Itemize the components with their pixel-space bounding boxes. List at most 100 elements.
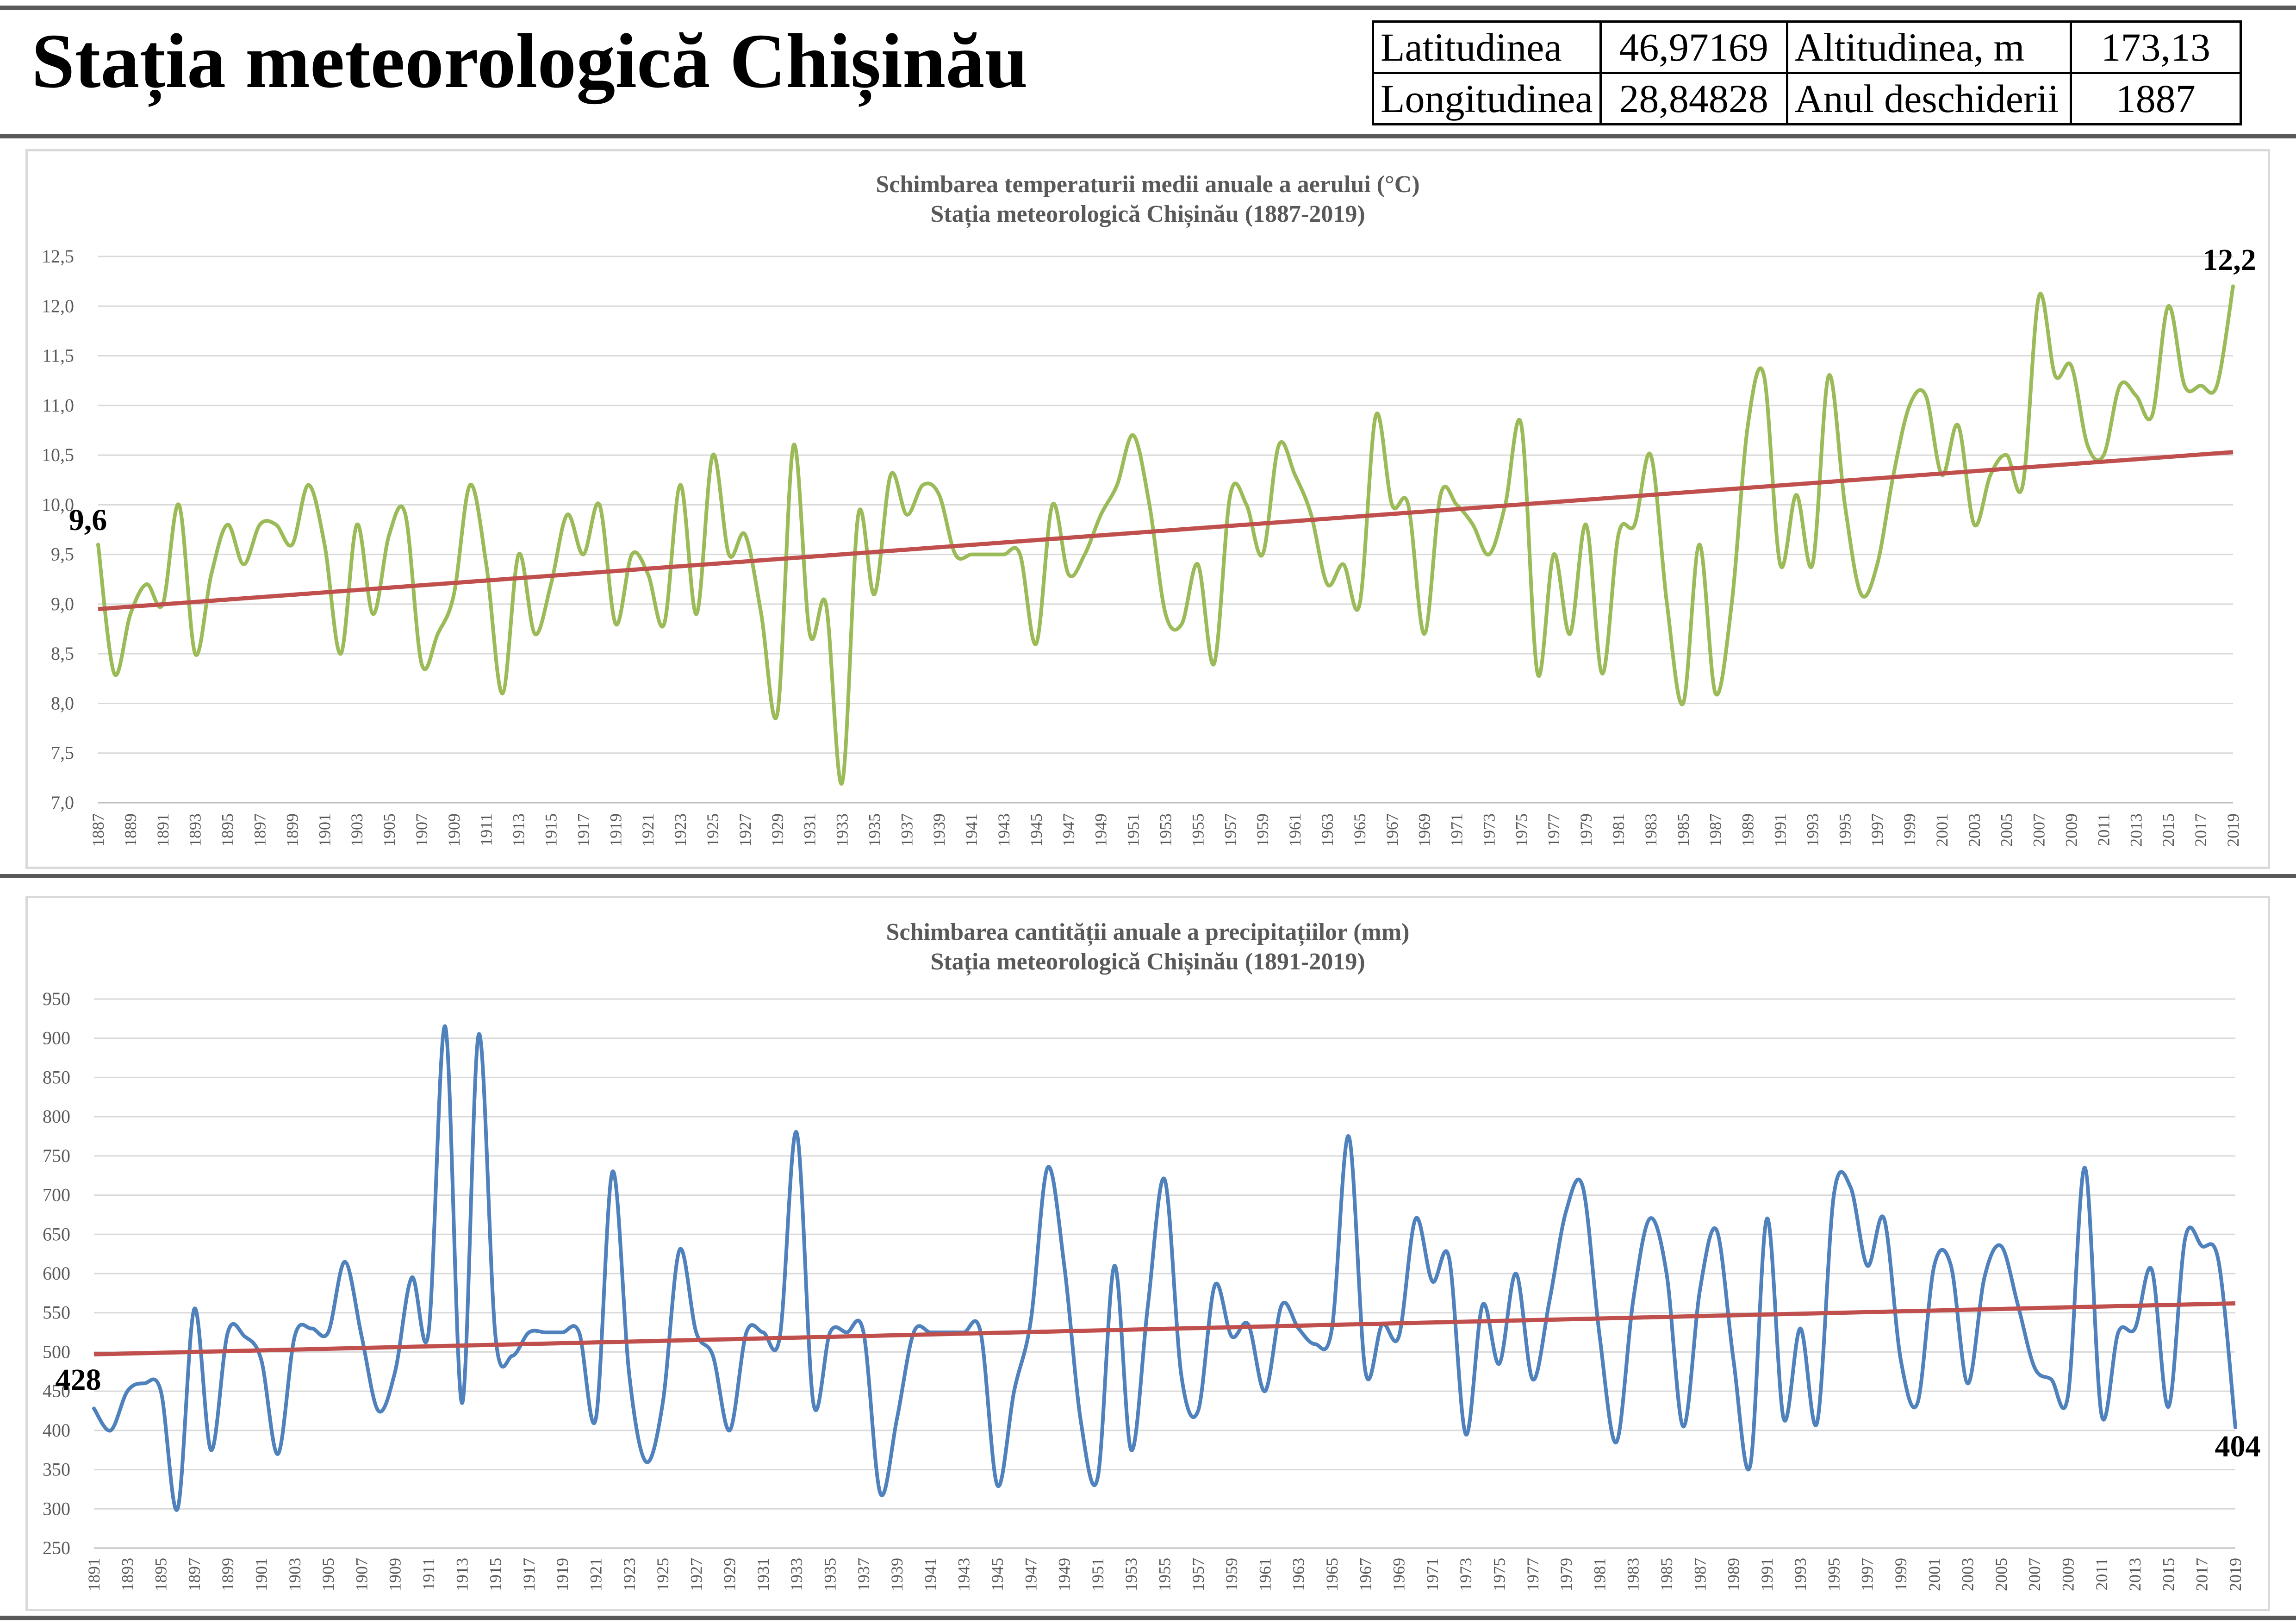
- x-tick-label: 1899: [218, 1558, 237, 1591]
- page-title: Stația meteorologică Chișinău: [31, 18, 1028, 104]
- x-tick-label: 1985: [1657, 1558, 1676, 1591]
- precipitation-chart-panel: Schimbarea cantității anuale a precipita…: [25, 896, 2270, 1611]
- x-tick-label: 2015: [2159, 1558, 2178, 1591]
- y-tick-label: 400: [43, 1420, 70, 1441]
- y-tick-label: 11,0: [42, 395, 74, 416]
- x-tick-label: 1905: [319, 1558, 337, 1591]
- x-tick-label: 1959: [1253, 813, 1272, 847]
- station-info-table: Latitudinea 46,97169 Altitudinea, m 173,…: [1372, 20, 2242, 125]
- x-tick-label: 2011: [2094, 813, 2113, 846]
- x-tick-label: 1893: [118, 1558, 137, 1591]
- x-tick-label: 1915: [486, 1558, 505, 1591]
- x-tick-label: 1897: [185, 1558, 204, 1591]
- bottom-rule: [0, 1616, 2296, 1620]
- y-tick-label: 9,5: [51, 544, 74, 565]
- x-tick-label: 1935: [865, 813, 884, 847]
- x-tick-label: 1903: [286, 1558, 304, 1591]
- y-tick-label: 7,0: [51, 792, 74, 813]
- y-tick-label: 750: [43, 1145, 70, 1166]
- x-tick-label: 1895: [152, 1558, 170, 1591]
- x-tick-label: 1929: [721, 1558, 739, 1591]
- trend-line: [98, 450, 2234, 612]
- x-tick-label: 1941: [962, 813, 981, 847]
- x-tick-label: 1955: [1188, 813, 1207, 847]
- x-tick-label: 1971: [1423, 1558, 1442, 1591]
- x-tick-label: 1897: [250, 813, 269, 847]
- x-tick-label: 1955: [1156, 1558, 1174, 1591]
- y-tick-label: 900: [43, 1028, 70, 1049]
- x-tick-label: 1911: [477, 813, 496, 846]
- x-tick-label: 1995: [1824, 1558, 1843, 1591]
- x-tick-label: 1965: [1350, 813, 1369, 847]
- x-tick-label: 1979: [1557, 1558, 1575, 1591]
- x-tick-label: 2019: [2224, 813, 2242, 847]
- series-line: [96, 284, 2235, 786]
- x-tick-label: 1961: [1286, 813, 1304, 847]
- y-tick-label: 950: [43, 988, 70, 1009]
- y-tick-label: 450: [43, 1380, 70, 1401]
- y-tick-label: 300: [43, 1498, 70, 1519]
- x-tick-label: 1889: [121, 813, 140, 847]
- y-tick-label: 8,5: [51, 643, 74, 664]
- x-tick-label: 1921: [639, 813, 657, 847]
- chart-subtitle: Stația meteorologică Chișinău (1891-2019…: [930, 949, 1365, 976]
- x-tick-label: 1981: [1609, 813, 1628, 847]
- x-tick-label: 1921: [586, 1558, 605, 1591]
- x-tick-label: 1909: [445, 813, 463, 847]
- x-tick-label: 1909: [386, 1558, 404, 1591]
- x-tick-label: 1953: [1157, 813, 1175, 847]
- x-tick-label: 1983: [1624, 1558, 1643, 1591]
- x-tick-label: 2011: [2092, 1558, 2111, 1591]
- latitude-value: 46,97169: [1599, 20, 1788, 74]
- y-tick-label: 9,0: [51, 593, 74, 614]
- y-tick-label: 12,0: [42, 295, 74, 316]
- x-tick-label: 1891: [85, 1558, 103, 1591]
- latitude-label: Latitudinea: [1372, 20, 1602, 74]
- temperature-chart: Schimbarea temperaturii medii anuale a a…: [42, 171, 2256, 847]
- chart-title: Schimbarea cantității anuale a precipita…: [886, 919, 1410, 946]
- x-tick-label: 1925: [703, 813, 722, 847]
- x-tick-label: 1973: [1480, 813, 1498, 847]
- x-tick-label: 1905: [380, 813, 398, 847]
- x-tick-label: 1965: [1323, 1558, 1341, 1591]
- x-tick-label: 1913: [453, 1558, 471, 1591]
- x-tick-label: 1967: [1383, 813, 1401, 847]
- x-tick-label: 1929: [768, 813, 787, 847]
- x-tick-label: 1887: [89, 813, 107, 847]
- x-tick-label: 1969: [1390, 1558, 1408, 1591]
- chart-subtitle: Stația meteorologică Chișinău (1887-2019…: [930, 201, 1365, 228]
- x-tick-label: 1935: [821, 1558, 840, 1591]
- data-label-last: 404: [2215, 1430, 2261, 1463]
- x-tick-label: 1917: [520, 1558, 538, 1591]
- x-tick-label: 1907: [412, 813, 431, 847]
- x-tick-label: 1939: [930, 813, 948, 847]
- data-label-first: 428: [56, 1363, 101, 1397]
- temperature-chart-panel: Schimbarea temperaturii medii anuale a a…: [25, 149, 2270, 869]
- x-tick-label: 1967: [1356, 1558, 1375, 1591]
- x-tick-label: 1963: [1289, 1558, 1308, 1591]
- x-tick-label: 1899: [283, 813, 301, 847]
- y-tick-label: 350: [43, 1459, 70, 1480]
- x-tick-label: 2003: [1965, 813, 1984, 847]
- x-tick-label: 1933: [833, 813, 852, 847]
- x-tick-label: 1989: [1724, 1558, 1743, 1591]
- x-tick-label: 1941: [921, 1558, 940, 1591]
- x-tick-label: 1961: [1256, 1558, 1274, 1591]
- x-tick-label: 1993: [1791, 1558, 1810, 1591]
- y-tick-label: 10,5: [42, 444, 74, 465]
- x-tick-label: 1993: [1803, 813, 1822, 847]
- altitude-value: 173,13: [2069, 20, 2242, 74]
- x-tick-label: 1959: [1222, 1558, 1241, 1591]
- x-tick-label: 1969: [1415, 813, 1434, 847]
- x-tick-label: 1911: [419, 1558, 438, 1591]
- y-tick-label: 850: [43, 1067, 70, 1087]
- x-tick-label: 1923: [671, 813, 690, 847]
- precipitation-chart: Schimbarea cantității anuale a precipita…: [43, 919, 2261, 1591]
- longitude-label: Longitudinea: [1372, 72, 1602, 125]
- x-tick-label: 1975: [1512, 813, 1531, 847]
- x-tick-label: 1999: [1900, 813, 1919, 847]
- altitude-label: Altitudinea, m: [1786, 20, 2072, 74]
- x-tick-label: 1943: [995, 813, 1013, 847]
- x-tick-label: 1943: [955, 1558, 973, 1591]
- trend-line: [93, 1301, 2236, 1357]
